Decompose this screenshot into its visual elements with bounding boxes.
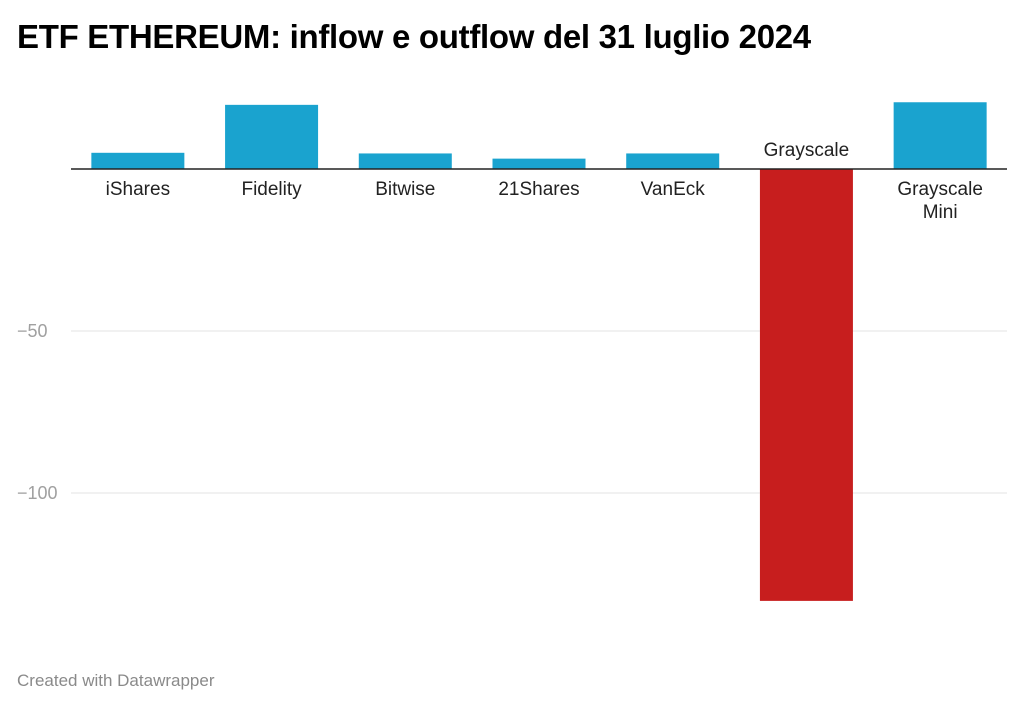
- y-tick-label: −50: [17, 321, 48, 341]
- bar: [91, 152, 185, 169]
- bar: [893, 102, 987, 169]
- footer-credit: Created with Datawrapper: [17, 671, 215, 690]
- category-label: Grayscale Mini: [897, 179, 983, 223]
- category-label: Grayscale: [764, 140, 850, 161]
- bar: [759, 169, 853, 601]
- bar-layer: [91, 102, 987, 601]
- chart-title: ETF ETHEREUM: inflow e outflow del 31 lu…: [17, 18, 811, 55]
- bar: [626, 153, 720, 169]
- category-label: VanEck: [641, 179, 706, 200]
- bar: [225, 104, 319, 169]
- category-label: Bitwise: [375, 179, 435, 200]
- grid-layer: −50 −100: [17, 321, 1007, 503]
- bar: [358, 153, 452, 169]
- category-label: Fidelity: [241, 179, 302, 200]
- category-label: 21Shares: [498, 179, 579, 200]
- bar: [492, 158, 586, 169]
- label-layer: iShares Fidelity Bitwise 21Shares VanEck Gray…: [106, 140, 983, 223]
- y-tick-label: −100: [17, 483, 58, 503]
- category-label: iShares: [106, 179, 170, 200]
